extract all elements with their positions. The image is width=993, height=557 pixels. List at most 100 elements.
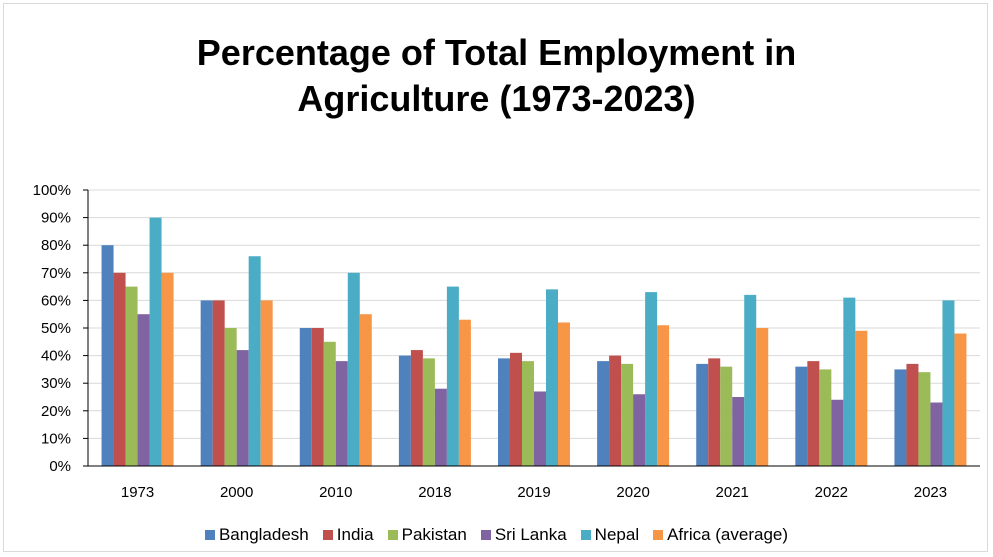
legend-swatch	[322, 530, 333, 540]
y-tick-label: 20%	[41, 403, 71, 420]
bar-sri-lanka-2023	[930, 402, 943, 466]
bar-pakistan-2018	[422, 358, 435, 466]
bar-nepal-2022	[843, 297, 856, 466]
bar-india-2000	[212, 300, 225, 466]
legend-swatch	[204, 530, 215, 540]
bar-sri-lanka-1973	[137, 314, 150, 466]
bar-bangladesh-2020	[597, 361, 610, 466]
legend-item: Africa (average)	[653, 525, 788, 545]
bar-india-2020	[609, 355, 622, 466]
bar-africa-average-2023	[954, 333, 967, 466]
legend-swatch	[387, 530, 398, 540]
legend-item: Sri Lanka	[480, 525, 567, 545]
legend-label: Sri Lanka	[494, 525, 567, 544]
y-tick-label: 30%	[41, 375, 71, 392]
legend-swatch	[480, 530, 491, 540]
bars	[101, 217, 967, 466]
bar-pakistan-2020	[621, 363, 634, 466]
legend-item: India	[322, 525, 374, 545]
y-axis-labels: 0% 10% 20% 30% 40% 50% 60% 70% 80% 90% 100%	[33, 182, 71, 475]
y-tick-label: 100%	[33, 182, 71, 199]
bar-sri-lanka-2020	[633, 394, 646, 466]
legend-label: India	[336, 525, 374, 544]
bar-india-2010	[311, 328, 324, 466]
bar-nepal-2020	[645, 292, 658, 466]
legend-item: Nepal	[580, 525, 640, 545]
y-tick-label: 0%	[49, 458, 71, 475]
legend-item: Bangladesh	[204, 525, 309, 545]
bar-pakistan-2021	[720, 366, 733, 466]
bar-bangladesh-2021	[696, 363, 709, 466]
bar-africa-average-2000	[260, 300, 273, 466]
bar-sri-lanka-2021	[732, 397, 745, 466]
bar-pakistan-1973	[125, 286, 138, 466]
bar-india-2021	[708, 358, 721, 466]
x-tick-label: 2010	[319, 484, 352, 501]
legend-label: Nepal	[594, 525, 640, 544]
bar-nepal-2023	[942, 300, 955, 466]
x-tick-label: 2000	[220, 484, 253, 501]
bar-bangladesh-2022	[795, 366, 808, 466]
legend-label: Pakistan	[401, 525, 467, 544]
legend-swatch	[580, 530, 591, 540]
chart-title-line-2: Agriculture (1973-2023)	[297, 78, 696, 119]
y-tick-label: 70%	[41, 265, 71, 282]
bar-pakistan-2019	[522, 361, 534, 466]
bar-pakistan-2010	[323, 341, 336, 466]
y-tick-label: 80%	[41, 237, 71, 254]
bar-india-2018	[410, 350, 423, 466]
legend-label: Africa (average)	[667, 525, 789, 544]
x-tick-label: 2020	[616, 484, 649, 501]
bar-nepal-2021	[744, 294, 757, 466]
bar-nepal-2018	[446, 286, 459, 466]
legend-swatch	[653, 530, 664, 540]
axes	[87, 190, 980, 467]
bar-bangladesh-1973	[101, 245, 114, 466]
x-tick-label: 2021	[716, 484, 749, 501]
legend: Bangladesh India Pakistan Sri Lanka Nepal Afr…	[0, 524, 993, 546]
y-tick-label: 50%	[41, 320, 71, 337]
x-tick-label: 2022	[815, 484, 848, 501]
bar-africa-average-1973	[161, 272, 174, 466]
bar-africa-average-2021	[756, 328, 769, 466]
bar-sri-lanka-2000	[236, 350, 249, 466]
y-tick-label: 90%	[41, 210, 71, 227]
x-tick-label: 2018	[418, 484, 451, 501]
chart-title-line-1: Percentage of Total Employment in	[196, 32, 797, 73]
bar-sri-lanka-2018	[434, 388, 447, 466]
bar-nepal-2010	[347, 272, 360, 466]
bar-sri-lanka-2010	[335, 361, 348, 466]
bar-bangladesh-2010	[299, 328, 312, 466]
bar-pakistan-2023	[918, 372, 931, 466]
bar-africa-average-2019	[558, 322, 570, 466]
chart-title: Percentage of Total Employment in Agricu…	[0, 30, 993, 122]
x-tick-label: 1973	[121, 484, 154, 501]
x-tick-label: 2019	[517, 484, 550, 501]
bar-india-2023	[906, 363, 919, 466]
y-tick-label: 40%	[41, 348, 71, 365]
bar-africa-average-2020	[657, 325, 670, 466]
x-tick-label: 2023	[914, 484, 947, 501]
bar-pakistan-2022	[819, 369, 832, 466]
bar-india-1973	[113, 272, 126, 466]
bar-sri-lanka-2022	[831, 399, 844, 466]
bar-bangladesh-2023	[894, 369, 907, 466]
bar-bangladesh-2019	[498, 358, 510, 466]
bar-india-2019	[510, 352, 522, 466]
bar-africa-average-2010	[359, 314, 372, 466]
y-tick-label: 10%	[41, 430, 71, 447]
bar-africa-average-2022	[855, 330, 868, 466]
bar-nepal-2019	[546, 289, 558, 466]
legend-label: Bangladesh	[218, 525, 309, 544]
bar-africa-average-2018	[458, 319, 471, 466]
bar-nepal-2000	[248, 256, 261, 466]
bar-sri-lanka-2019	[534, 391, 546, 466]
x-axis-labels: 1973 2000 2010 2018 2019 2020 2021 2022 2023	[121, 484, 947, 501]
bar-india-2022	[807, 361, 820, 466]
bar-pakistan-2000	[224, 328, 237, 466]
legend-item: Pakistan	[387, 525, 467, 545]
bar-bangladesh-2000	[200, 300, 213, 466]
bar-nepal-1973	[149, 217, 162, 466]
bar-bangladesh-2018	[398, 355, 411, 466]
